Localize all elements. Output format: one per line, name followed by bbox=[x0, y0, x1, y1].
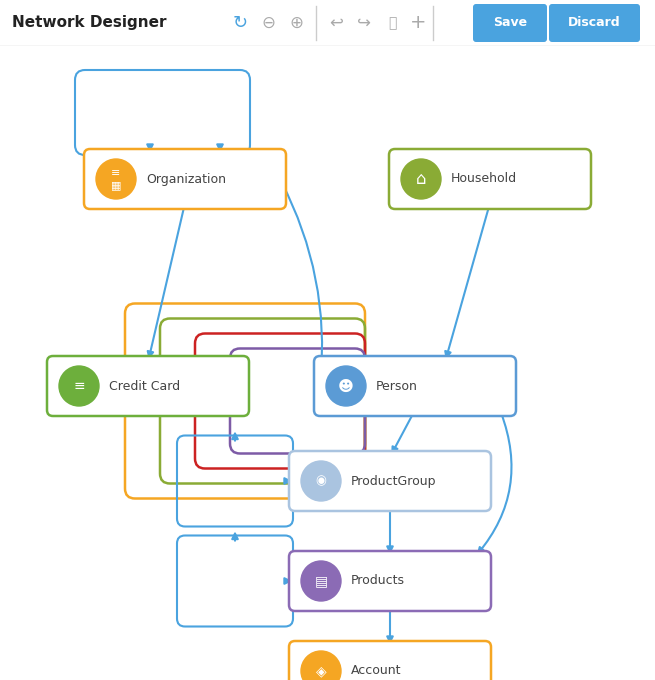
Text: Account: Account bbox=[351, 664, 402, 677]
Text: ⊕: ⊕ bbox=[289, 14, 303, 32]
Circle shape bbox=[401, 159, 441, 199]
Text: ◉: ◉ bbox=[316, 475, 326, 488]
FancyBboxPatch shape bbox=[473, 4, 547, 42]
Text: ≡
▦: ≡ ▦ bbox=[111, 168, 121, 190]
Circle shape bbox=[59, 366, 99, 406]
FancyBboxPatch shape bbox=[549, 4, 640, 42]
Text: ⊖: ⊖ bbox=[261, 14, 275, 32]
Text: Network Designer: Network Designer bbox=[12, 16, 166, 31]
Text: +: + bbox=[410, 14, 426, 33]
Text: ≡: ≡ bbox=[73, 379, 84, 393]
Text: ProductGroup: ProductGroup bbox=[351, 475, 436, 488]
Text: Credit Card: Credit Card bbox=[109, 379, 180, 392]
Text: 🗑: 🗑 bbox=[388, 16, 396, 30]
Circle shape bbox=[96, 159, 136, 199]
Text: Household: Household bbox=[451, 173, 517, 186]
Text: Person: Person bbox=[376, 379, 418, 392]
FancyBboxPatch shape bbox=[389, 149, 591, 209]
Text: ⌂: ⌂ bbox=[416, 170, 426, 188]
Text: Discard: Discard bbox=[568, 16, 620, 29]
FancyBboxPatch shape bbox=[289, 451, 491, 511]
Text: Save: Save bbox=[493, 16, 527, 29]
FancyBboxPatch shape bbox=[314, 356, 516, 416]
FancyBboxPatch shape bbox=[289, 641, 491, 680]
Text: ▤: ▤ bbox=[314, 574, 328, 588]
Text: ☻: ☻ bbox=[338, 379, 354, 394]
FancyBboxPatch shape bbox=[289, 551, 491, 611]
FancyBboxPatch shape bbox=[84, 149, 286, 209]
Text: Products: Products bbox=[351, 575, 405, 588]
Circle shape bbox=[301, 651, 341, 680]
Text: ↪: ↪ bbox=[357, 14, 371, 32]
Circle shape bbox=[326, 366, 366, 406]
Circle shape bbox=[301, 561, 341, 601]
Text: ↻: ↻ bbox=[233, 14, 248, 32]
Text: ◈: ◈ bbox=[316, 664, 326, 678]
Circle shape bbox=[301, 461, 341, 501]
Text: Organization: Organization bbox=[146, 173, 226, 186]
FancyBboxPatch shape bbox=[47, 356, 249, 416]
Text: ↩: ↩ bbox=[329, 14, 343, 32]
